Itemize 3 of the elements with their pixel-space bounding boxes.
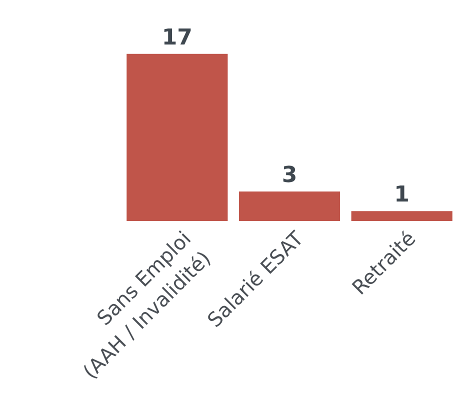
data-label: 17 [162, 25, 192, 50]
data-label: 3 [282, 163, 298, 188]
data-label: 1 [394, 182, 410, 208]
